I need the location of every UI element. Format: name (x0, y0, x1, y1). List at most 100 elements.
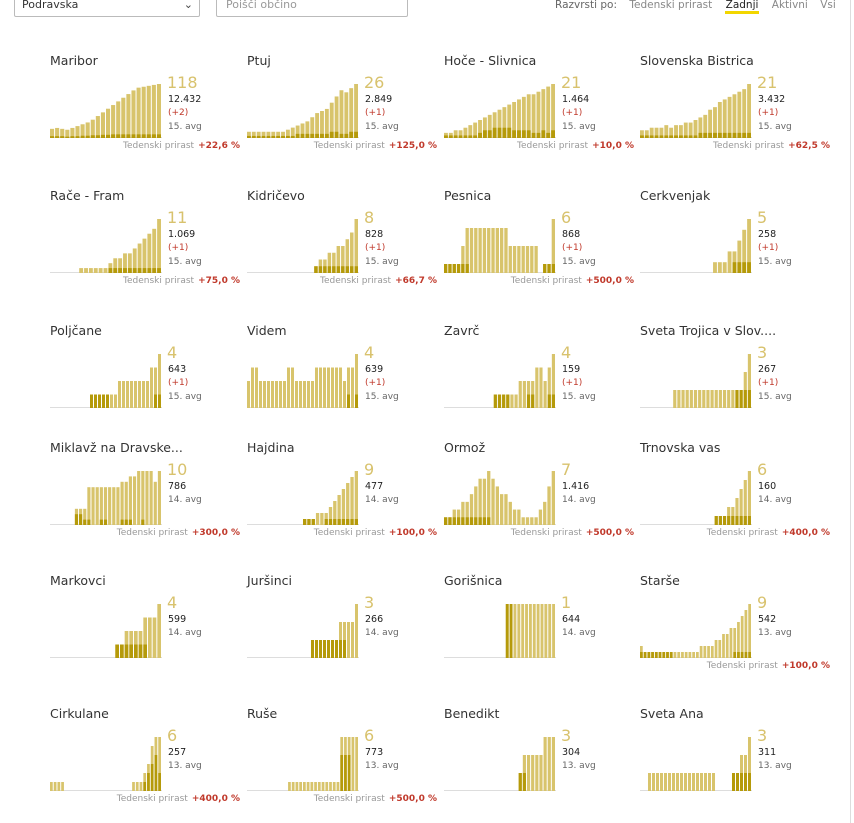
sparkline-bar (514, 394, 518, 408)
sparkline-bar-dark (531, 394, 535, 408)
sparkline-bar (547, 486, 551, 525)
municipality-card[interactable]: Hajdina 9 477 14. avg Tedenski prirast +100,0… (247, 440, 437, 550)
sparkline-bar (281, 131, 285, 138)
sparkline-bar-dark (492, 127, 497, 138)
sparkline-bar-dark (497, 127, 502, 138)
latest-cases: 4 (167, 593, 178, 612)
sparkline-bar (132, 782, 135, 791)
municipality-card[interactable]: Poljčane 4 643 (+1) 15. avg (50, 323, 240, 433)
sparkline-bar (307, 381, 310, 408)
sparkline-bar (526, 755, 531, 791)
sparkline-bar-dark (651, 652, 654, 658)
case-sparkline (640, 471, 752, 525)
municipality-card[interactable]: Ruše 6 773 13. avg Tedenski prirast +500,0 % (247, 706, 437, 816)
sparkline-bar (138, 381, 141, 408)
municipality-card[interactable]: Kidričevo 8 828 (+1) 15. avg Tedenski prirast… (247, 188, 437, 298)
weekly-growth-value: +66,7 % (395, 276, 437, 286)
sparkline-bar (299, 381, 302, 408)
municipality-card[interactable]: Gorišnica 1 644 14. avg (444, 573, 634, 683)
municipality-card[interactable]: Cirkulane 6 257 13. avg Tedenski prirast +400… (50, 706, 240, 816)
municipality-card[interactable]: Videm 4 639 (+1) 15. avg (247, 323, 437, 433)
case-sparkline (444, 471, 556, 525)
municipality-card[interactable]: Rače - Fram 11 1.069 (+1) 15. avg Tedenski pr… (50, 188, 240, 298)
sparkline-bar (315, 113, 320, 138)
municipality-name: Cerkvenjak (640, 188, 711, 203)
search-input[interactable]: Poišči občino (216, 0, 408, 17)
sparkline-bar (495, 486, 499, 525)
sparkline-bar (121, 97, 126, 138)
municipality-card[interactable]: Slovenska Bistrica 21 3.432 (+1) 15. avg Tede… (640, 53, 830, 163)
sparkline-bar (685, 390, 689, 408)
sparkline-bar (324, 108, 329, 138)
case-sparkline (640, 84, 752, 138)
municipality-card[interactable]: Benedikt 3 304 13. avg (444, 706, 634, 816)
case-sparkline (444, 354, 556, 408)
latest-cases: 3 (757, 726, 768, 745)
municipality-card[interactable]: Trnovska vas 6 160 14. avg Tedenski prirast +… (640, 440, 830, 550)
sparkline-bar-dark (341, 519, 346, 525)
municipality-card[interactable]: Hoče - Slivnica 21 1.464 (+1) 15. avg Tedensk… (444, 53, 634, 163)
sparkline-bar-dark (276, 135, 281, 138)
sparkline-bar-dark (666, 652, 669, 658)
sparkline-bar-dark (733, 652, 737, 658)
municipality-card[interactable]: Sveta Ana 3 311 13. avg (640, 706, 830, 816)
sort-option-weekly-growth[interactable]: Tedenski prirast (629, 0, 713, 11)
sparkline-bar (285, 129, 290, 138)
sparkline-bar-dark (649, 135, 654, 138)
municipality-name: Starše (640, 573, 680, 588)
municipality-card[interactable]: Maribor 118 12.432 (+2) 15. avg Tedenski prir… (50, 53, 240, 163)
sparkline-bar (747, 471, 751, 525)
sparkline-bar (65, 129, 70, 138)
latest-cases: 3 (364, 593, 375, 612)
sparkline-bar (710, 646, 714, 658)
municipality-card[interactable]: Juršinci 3 266 14. avg (247, 573, 437, 683)
sparkline-bar-dark (334, 131, 339, 138)
sparkline-bar-dark (132, 268, 137, 273)
municipality-card[interactable]: Markovci 4 599 14. avg (50, 573, 240, 683)
average-rank: 15. avg (758, 392, 792, 402)
municipality-name: Videm (247, 323, 287, 338)
municipality-card[interactable]: Sveta Trojica v Slov.... 3 267 (+1) 15. avg (640, 323, 830, 433)
sparkline-bar (540, 604, 544, 658)
region-select[interactable]: Podravska ⌄ (14, 0, 200, 17)
weekly-growth-value: +500,0 % (585, 528, 634, 538)
municipality-card[interactable]: Starše 9 542 13. avg Tedenski prirast +100,0 … (640, 573, 830, 683)
sparkline-bar-dark (87, 519, 91, 525)
sparkline-bar (295, 782, 299, 791)
sparkline-bar-dark (517, 130, 521, 138)
sparkline-bar-dark (737, 652, 740, 658)
average-rank: 14. avg (562, 495, 596, 505)
sparkline-bar (551, 219, 555, 273)
sparkline-bar-dark (354, 266, 358, 273)
municipality-card[interactable]: Pesnica 6 868 (+1) 15. avg Tedenski prirast +5… (444, 188, 634, 298)
sparkline-bar (664, 125, 669, 138)
municipality-card[interactable]: Ormož 7 1.416 14. avg Tedenski prirast +500,0… (444, 440, 634, 550)
sparkline-bar-dark (703, 132, 708, 138)
municipality-card[interactable]: Zavrč 4 159 (+1) 15. avg (444, 323, 634, 433)
weekly-growth: Tedenski prirast +10,0 % (517, 141, 634, 151)
municipality-name: Ptuj (247, 53, 271, 68)
sparkline-bar (530, 517, 534, 525)
sparkline-bar (737, 622, 740, 658)
sparkline-bar-dark (448, 517, 452, 525)
sparkline-bar-dark (551, 130, 555, 138)
sparkline-bar (327, 367, 330, 408)
municipality-card[interactable]: Miklavž na Dravske... 10 786 14. avg Tedensk… (50, 440, 240, 550)
sparkline-bar (688, 122, 693, 138)
sparkline-bar (128, 476, 132, 525)
municipality-name: Trnovska vas (640, 440, 721, 455)
sort-option-active[interactable]: Aktivni (771, 0, 808, 11)
municipality-card[interactable]: Ptuj 26 2.849 (+1) 15. avg Tedenski prirast +1… (247, 53, 437, 163)
sparkline-bar (261, 131, 266, 138)
sort-option-all[interactable]: Vsi (820, 0, 836, 11)
municipality-card[interactable]: Cerkvenjak 5 258 (+1) 15. avg (640, 188, 830, 298)
sparkline-bar (674, 125, 678, 138)
sparkline-bar (350, 477, 354, 525)
sparkline-bar (517, 99, 521, 138)
total-cases: 1.069 (168, 229, 196, 240)
sparkline-bar (548, 604, 552, 658)
sort-option-latest[interactable]: Zadnji (724, 0, 760, 14)
average-rank: 13. avg (758, 628, 792, 638)
sparkline-bar-dark (136, 134, 141, 138)
sparkline-bar-dark (79, 514, 83, 525)
